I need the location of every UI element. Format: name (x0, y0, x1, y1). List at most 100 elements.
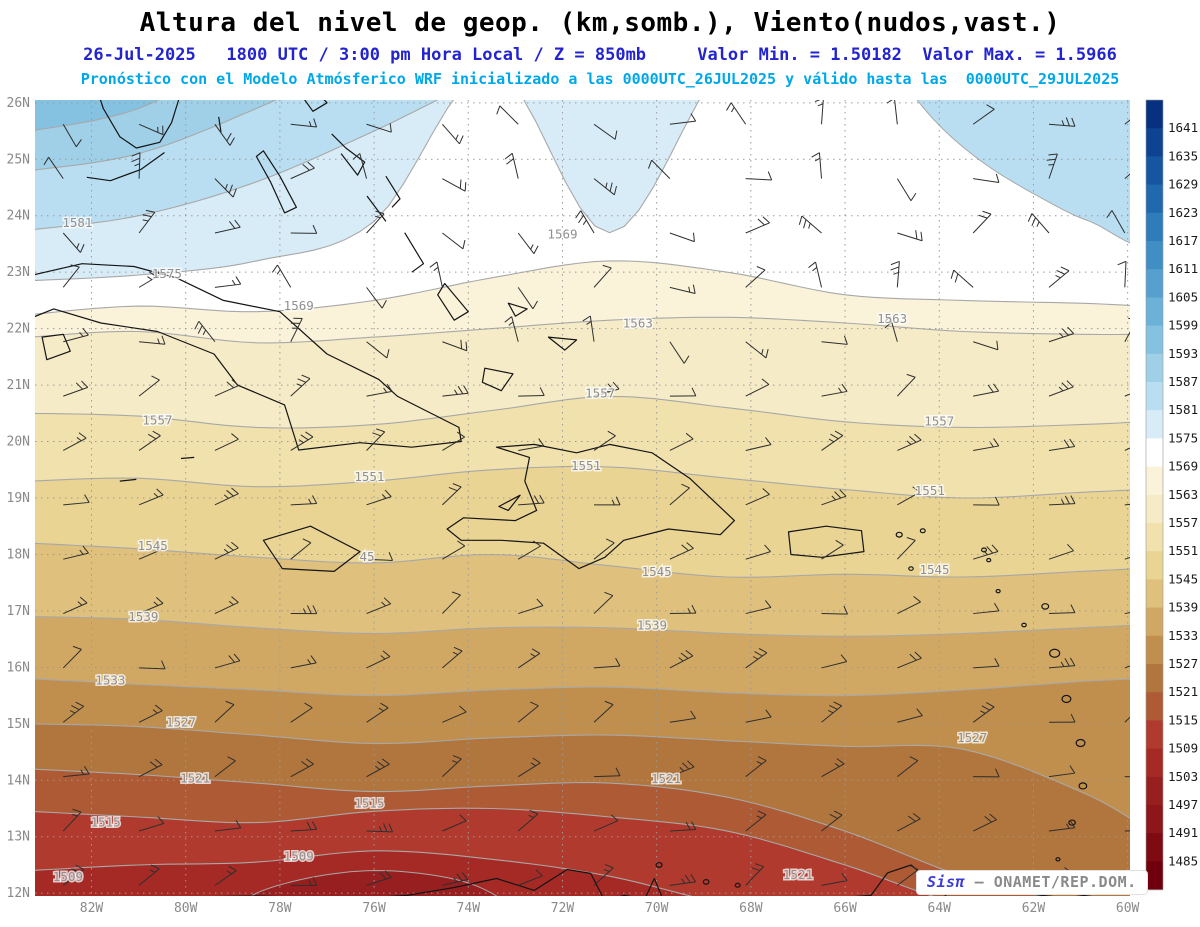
wind-barb (1048, 713, 1076, 723)
wind-barb (366, 428, 386, 451)
wind-barb (290, 224, 318, 234)
wind-barb (214, 487, 239, 506)
colorbar-segment (1146, 128, 1163, 157)
contour-label: 1581 (62, 215, 92, 230)
wind-barb (517, 701, 539, 723)
coastline-gonave (498, 494, 521, 511)
coastline-isla-juventud (41, 333, 71, 361)
colorbar-label: 1617 (1168, 233, 1198, 248)
wind-barb (896, 178, 917, 202)
wind-barb (290, 118, 318, 128)
wind-barb (63, 494, 90, 506)
lat-tick-label: 23N (7, 265, 30, 280)
wind-barb (442, 385, 469, 397)
colorbar-segment (1146, 100, 1163, 129)
wind-barb (821, 872, 848, 886)
contour-label: 1569 (547, 226, 577, 241)
wind-barb (290, 374, 311, 397)
wind-barb (669, 874, 697, 886)
wind-barb (1124, 716, 1130, 723)
colorbar-segment (1146, 297, 1163, 327)
colorbar-label: 1563 (1168, 487, 1198, 502)
wind-barb (517, 232, 539, 255)
lon-tick-label: 76W (362, 901, 386, 916)
contour-label: 1521 (651, 771, 681, 786)
wind-barb (896, 537, 916, 560)
wind-barb (897, 433, 922, 451)
colorbar-label: 1533 (1168, 628, 1198, 643)
wind-barb (214, 653, 241, 669)
contour-fill-bands (35, 100, 1130, 896)
wind-barbs (43, 100, 1130, 886)
lon-tick-label: 80W (174, 901, 198, 916)
wind-barb (745, 216, 770, 234)
wind-barb (897, 651, 922, 669)
wind-barb (745, 437, 772, 451)
wind-barb (442, 431, 465, 451)
coastline-acklins (437, 282, 469, 321)
wind-barb (890, 260, 900, 288)
colorbar-label: 1569 (1168, 459, 1198, 474)
contour-label: 1509 (53, 869, 83, 884)
wind-barb (442, 483, 462, 506)
wind-barb (290, 821, 318, 832)
contour-line-1581 (35, 100, 439, 230)
wind-barb (1027, 213, 1050, 234)
wind-barb (214, 433, 239, 451)
wind-barb (594, 657, 621, 669)
wind-barb (62, 701, 85, 723)
contour-label: 1527 (957, 730, 987, 745)
wind-barb (138, 209, 156, 234)
colorbar-segment (1146, 776, 1163, 806)
coastline-grand-cayman (119, 478, 137, 482)
islet (1021, 622, 1027, 628)
colorbar-label: 1521 (1168, 684, 1198, 699)
colorbar-label: 1491 (1168, 825, 1198, 840)
wind-barb (366, 341, 390, 359)
islet (702, 879, 710, 885)
wind-barb (214, 865, 237, 886)
coastline-long-island (404, 232, 425, 273)
wind-barb (138, 488, 164, 506)
watermark: Sisπ – ONAMET/REP.DOM. (916, 870, 1148, 895)
wind-barb (214, 178, 237, 198)
colorbar-segment (1146, 494, 1163, 524)
islet (995, 588, 1001, 594)
coastline-jamaica (262, 525, 361, 572)
coastline-abaco (304, 100, 328, 112)
axis-labels: 26N 25N 24N 23N 22N 21N 20N 19N 18N 17N 16N 15N 14N 1… (7, 96, 1140, 916)
colorbar-segment (1146, 353, 1163, 383)
colorbar-segment (1146, 523, 1163, 552)
wind-barb (593, 123, 618, 140)
lat-tick-label: 12N (7, 886, 30, 901)
wind-barb (950, 269, 974, 288)
contour-label: 1527 (166, 715, 196, 730)
colorbar-segment (1146, 861, 1163, 891)
contour-label: 1569 (284, 298, 314, 313)
wind-barb (896, 373, 916, 397)
wind-barb (973, 768, 1000, 778)
lon-tick-label: 66W (833, 901, 857, 916)
wind-barb (62, 645, 82, 669)
wind-barb (669, 341, 690, 364)
wind-barb (63, 327, 89, 343)
colorbar-label: 1545 (1168, 571, 1198, 586)
colorbar-segment (1146, 805, 1163, 834)
contour-label: 1557 (924, 414, 954, 429)
wind-barb (745, 266, 766, 288)
wind-barb (214, 820, 242, 832)
wind-barb (811, 152, 823, 179)
colorbar-segment (1146, 325, 1163, 355)
contour-line-1545 (35, 542, 1130, 578)
lon-tick-label: 62W (1022, 901, 1046, 916)
lon-tick-label: 60W (1116, 901, 1140, 916)
colorbar-segment (1146, 833, 1163, 862)
islet (895, 531, 903, 538)
wind-barb (669, 387, 697, 397)
wind-barb (517, 809, 539, 832)
wind-barb (821, 539, 844, 560)
wind-barb (63, 596, 88, 615)
wind-barb (669, 710, 696, 723)
wind-barb (139, 660, 166, 670)
contour-labels: 1581 1575 1569 1569 1563 1563 1557 1557 1557 1551… (51, 214, 988, 886)
